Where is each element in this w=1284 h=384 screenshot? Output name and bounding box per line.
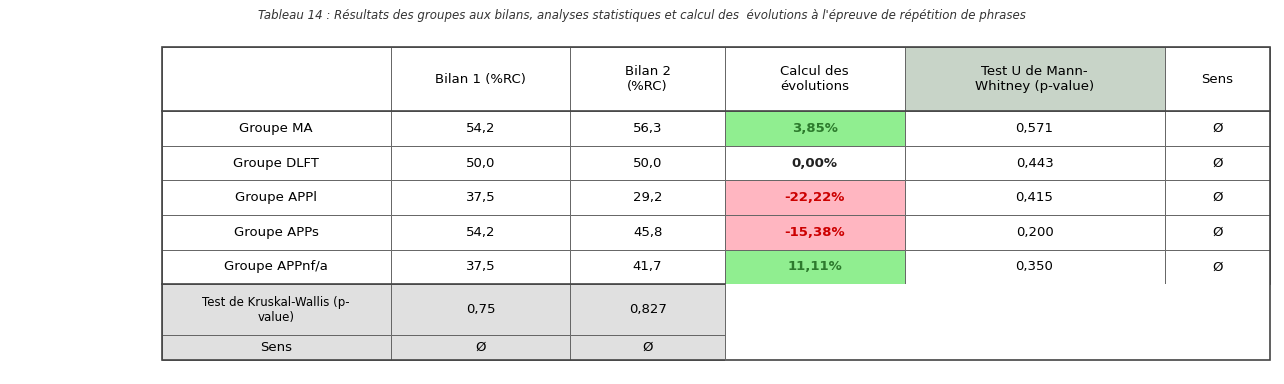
Text: Groupe APPs: Groupe APPs [234, 226, 318, 239]
Text: 54,2: 54,2 [466, 122, 496, 135]
Text: Ø: Ø [1212, 157, 1222, 170]
Text: 0,827: 0,827 [629, 303, 666, 316]
Bar [570, 111, 725, 146]
Text: -22,22%: -22,22% [785, 191, 845, 204]
Text: Ø: Ø [1212, 122, 1222, 135]
Text: 45,8: 45,8 [633, 226, 663, 239]
Text: Sens: Sens [1201, 73, 1233, 86]
Bar [162, 335, 390, 360]
Bar [904, 250, 1165, 284]
Text: 3,85%: 3,85% [792, 122, 837, 135]
Text: Bilan 1 (%RC): Bilan 1 (%RC) [435, 73, 526, 86]
Bar [725, 284, 904, 335]
Text: 0,75: 0,75 [466, 303, 496, 316]
Bar [725, 146, 904, 180]
Bar [570, 335, 725, 360]
Bar [390, 284, 570, 335]
Bar [162, 47, 1270, 360]
Bar [570, 284, 725, 335]
Text: Test de Kruskal-Wallis (p-
value): Test de Kruskal-Wallis (p- value) [203, 296, 351, 324]
Text: Test U de Mann-
Whitney (p-value): Test U de Mann- Whitney (p-value) [975, 65, 1094, 93]
Text: Ø: Ø [1212, 226, 1222, 239]
Bar [162, 215, 390, 250]
Bar [390, 111, 570, 146]
Text: 37,5: 37,5 [466, 260, 496, 273]
Text: 56,3: 56,3 [633, 122, 663, 135]
Bar [725, 47, 904, 111]
Bar [390, 180, 570, 215]
Bar [1165, 215, 1270, 250]
Text: 54,2: 54,2 [466, 226, 496, 239]
Bar [570, 180, 725, 215]
Bar [904, 215, 1165, 250]
Bar [390, 215, 570, 250]
Bar [904, 284, 1165, 335]
Bar [390, 47, 570, 111]
Text: 50,0: 50,0 [633, 157, 663, 170]
Text: Sens: Sens [261, 341, 291, 354]
Text: Groupe APPl: Groupe APPl [235, 191, 317, 204]
Text: Bilan 2
(%RC): Bilan 2 (%RC) [624, 65, 670, 93]
Text: 37,5: 37,5 [466, 191, 496, 204]
Bar [1165, 47, 1270, 111]
Text: 11,11%: 11,11% [787, 260, 842, 273]
Text: Groupe DLFT: Groupe DLFT [234, 157, 318, 170]
Text: Calcul des
évolutions: Calcul des évolutions [781, 65, 849, 93]
Text: Tableau 14 : Résultats des groupes aux bilans, analyses statistiques et calcul d: Tableau 14 : Résultats des groupes aux b… [258, 9, 1026, 22]
Bar [1165, 111, 1270, 146]
Bar [725, 180, 904, 215]
Bar [162, 180, 390, 215]
Bar [570, 47, 725, 111]
Bar [1165, 250, 1270, 284]
Text: Groupe MA: Groupe MA [239, 122, 313, 135]
Bar [1165, 146, 1270, 180]
Bar [570, 146, 725, 180]
Bar [390, 335, 570, 360]
Bar [1165, 335, 1270, 360]
Text: -15,38%: -15,38% [785, 226, 845, 239]
Text: 41,7: 41,7 [633, 260, 663, 273]
Bar [725, 250, 904, 284]
Text: Ø: Ø [475, 341, 485, 354]
Text: Groupe APPnf/a: Groupe APPnf/a [225, 260, 327, 273]
Bar [904, 146, 1165, 180]
Bar [390, 250, 570, 284]
Text: 0,00%: 0,00% [792, 157, 837, 170]
Bar [162, 111, 390, 146]
Bar [904, 180, 1165, 215]
Bar [725, 215, 904, 250]
Text: 0,443: 0,443 [1016, 157, 1053, 170]
Bar [904, 47, 1165, 111]
Bar [570, 250, 725, 284]
Text: 0,200: 0,200 [1016, 226, 1053, 239]
Bar [725, 111, 904, 146]
Bar [1165, 180, 1270, 215]
Bar [162, 146, 390, 180]
Bar [162, 250, 390, 284]
Bar [162, 47, 390, 111]
Text: 0,571: 0,571 [1016, 122, 1054, 135]
Bar [570, 215, 725, 250]
Text: 50,0: 50,0 [466, 157, 496, 170]
Bar [162, 284, 390, 335]
Bar [904, 335, 1165, 360]
Text: 29,2: 29,2 [633, 191, 663, 204]
Bar [390, 146, 570, 180]
Bar [725, 335, 904, 360]
Text: Ø: Ø [642, 341, 652, 354]
Bar [1165, 284, 1270, 335]
Text: Ø: Ø [1212, 260, 1222, 273]
Text: Ø: Ø [1212, 191, 1222, 204]
Bar [904, 111, 1165, 146]
Text: 0,350: 0,350 [1016, 260, 1053, 273]
Text: 0,415: 0,415 [1016, 191, 1053, 204]
